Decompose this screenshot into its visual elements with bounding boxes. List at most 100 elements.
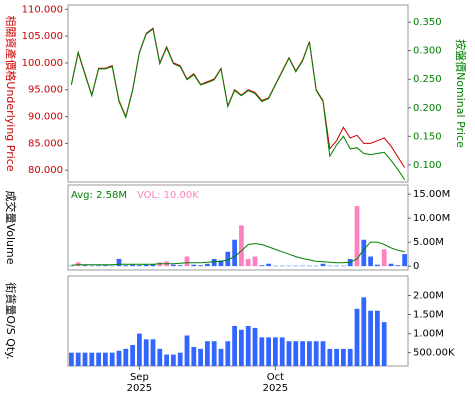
bar: [191, 346, 197, 366]
bar: [177, 265, 183, 267]
legend-entry: VOL: 10.00K: [137, 190, 199, 201]
bar: [205, 263, 210, 267]
y-tick-label: 0.200: [413, 103, 442, 114]
bar: [232, 325, 237, 366]
bar: [347, 348, 353, 366]
legend-entry: Avg: 2.58M: [71, 190, 127, 201]
y-tick-label: 0.100: [413, 160, 442, 171]
line: [70, 28, 406, 180]
bar: [198, 265, 203, 267]
bar: [395, 265, 401, 267]
bar: [245, 325, 251, 366]
bar: [232, 239, 237, 267]
bar: [143, 264, 149, 267]
y-tick-label: 2.00M: [413, 290, 444, 301]
bar: [150, 339, 156, 366]
bar: [137, 333, 142, 366]
bar: [96, 352, 101, 366]
bar: [266, 263, 271, 267]
y-tick-label: 1.50M: [413, 310, 444, 321]
bar: [218, 348, 224, 366]
bar: [313, 341, 319, 366]
bar: [245, 258, 251, 267]
bar: [103, 265, 108, 267]
y-tick-label: 80.000: [28, 165, 63, 176]
y-tick-label: 10.00M: [413, 213, 450, 224]
bar: [320, 263, 326, 267]
bar: [82, 352, 88, 366]
y-tick-label: 5.00M: [413, 237, 444, 248]
bar: [123, 265, 129, 267]
bar: [130, 345, 135, 366]
bar: [89, 352, 95, 366]
bar: [307, 341, 312, 366]
y-tick-label: 110.000: [22, 4, 63, 15]
bar: [191, 264, 197, 267]
y-tick-label: 0: [413, 261, 419, 272]
bar: [75, 352, 81, 366]
bar: [327, 348, 333, 366]
bar: [157, 348, 163, 366]
bar: [239, 329, 244, 366]
y-tick-label: 0.300: [413, 46, 442, 57]
y-tick-label: 95.000: [28, 85, 63, 96]
bar: [354, 308, 360, 366]
y-tick-label: 0.350: [413, 17, 442, 28]
bar: [171, 354, 176, 366]
y-tick-label: 0.150: [413, 131, 442, 142]
bar: [368, 256, 373, 267]
bar: [103, 352, 108, 366]
bar: [218, 260, 224, 267]
y2-axis-label: 按盤價Nominal Price: [454, 39, 468, 148]
bar: [361, 297, 367, 366]
bar: [334, 348, 339, 366]
bar: [184, 335, 190, 366]
bar: [375, 310, 380, 366]
bar: [361, 239, 367, 267]
bar: [266, 337, 271, 366]
bar: [211, 341, 217, 366]
y-tick-label: 15.00M: [413, 189, 450, 200]
y-tick-label: 0.250: [413, 74, 442, 85]
bar: [354, 206, 360, 267]
bar: [279, 337, 285, 366]
y-axis-label: 相關資產價格Underlying Price: [4, 15, 18, 171]
bar: [252, 327, 258, 366]
bar: [82, 265, 88, 267]
bar: [109, 352, 115, 366]
bar: [116, 258, 122, 267]
bar: [381, 322, 387, 366]
bar: [123, 348, 129, 366]
bar: [375, 264, 380, 267]
y-tick-label: 90.000: [28, 112, 63, 123]
bar: [177, 352, 183, 366]
bar: [388, 263, 394, 267]
bar: [273, 337, 278, 366]
y-axis-label: 街貨量O/S Qty.: [4, 282, 18, 359]
bar: [300, 341, 305, 366]
bar: [171, 264, 176, 267]
bar: [205, 341, 210, 366]
bar: [69, 352, 74, 366]
bar: [239, 225, 244, 267]
bar: [381, 249, 387, 267]
bar: [143, 339, 149, 366]
bar: [341, 348, 346, 366]
bar: [130, 264, 135, 267]
x-tick-label: Oct 2025: [262, 372, 289, 394]
y-axis-label: 成交量Volume: [4, 191, 18, 265]
bar: [150, 264, 156, 267]
y-tick-label: 1.00M: [413, 329, 444, 340]
y-tick-label: 500.00K: [413, 348, 455, 359]
bar: [252, 256, 258, 267]
panel-frame: [67, 184, 409, 271]
bar: [198, 348, 203, 366]
bar: [225, 251, 231, 267]
bar: [293, 341, 299, 366]
bar: [116, 350, 122, 366]
bar: [184, 256, 190, 267]
y-tick-label: 105.000: [22, 31, 63, 42]
bar: [402, 254, 407, 267]
